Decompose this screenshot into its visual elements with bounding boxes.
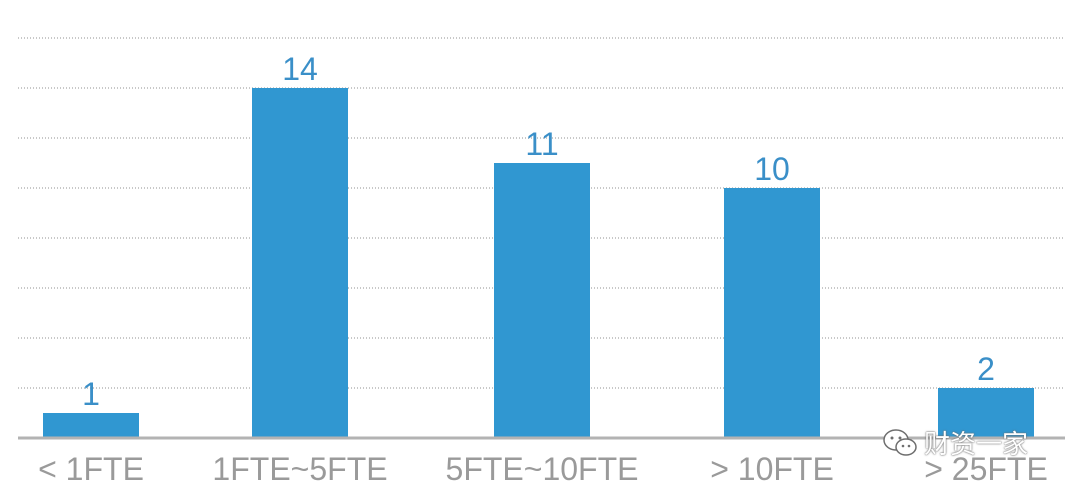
gridlines [18, 37, 1065, 389]
data-label: 1 [82, 376, 100, 412]
data-label: 14 [282, 51, 318, 87]
bars [43, 88, 1034, 438]
watermark-text: 财资一家 [924, 430, 1029, 460]
wechat-icon [883, 428, 917, 456]
x-tick-label: 1FTE~5FTE [212, 451, 387, 487]
x-tick-label: < 1FTE [38, 451, 144, 487]
data-labels: 1 14 11 10 2 [82, 51, 995, 412]
data-label: 2 [977, 351, 995, 387]
x-tick-label: > 10FTE [710, 451, 834, 487]
data-label: 10 [754, 151, 790, 187]
bar [724, 188, 820, 438]
bar [43, 413, 139, 438]
x-tick-label: 5FTE~10FTE [446, 451, 639, 487]
x-tick-labels: < 1FTE 1FTE~5FTE 5FTE~10FTE > 10FTE > 25FTE [38, 451, 1048, 487]
watermark: 财资一家 [882, 424, 1028, 461]
bar [938, 388, 1034, 438]
bar [252, 88, 348, 438]
x-tick-label: > 25FTE [924, 451, 1048, 487]
bar [494, 163, 590, 438]
data-label: 11 [525, 126, 558, 162]
